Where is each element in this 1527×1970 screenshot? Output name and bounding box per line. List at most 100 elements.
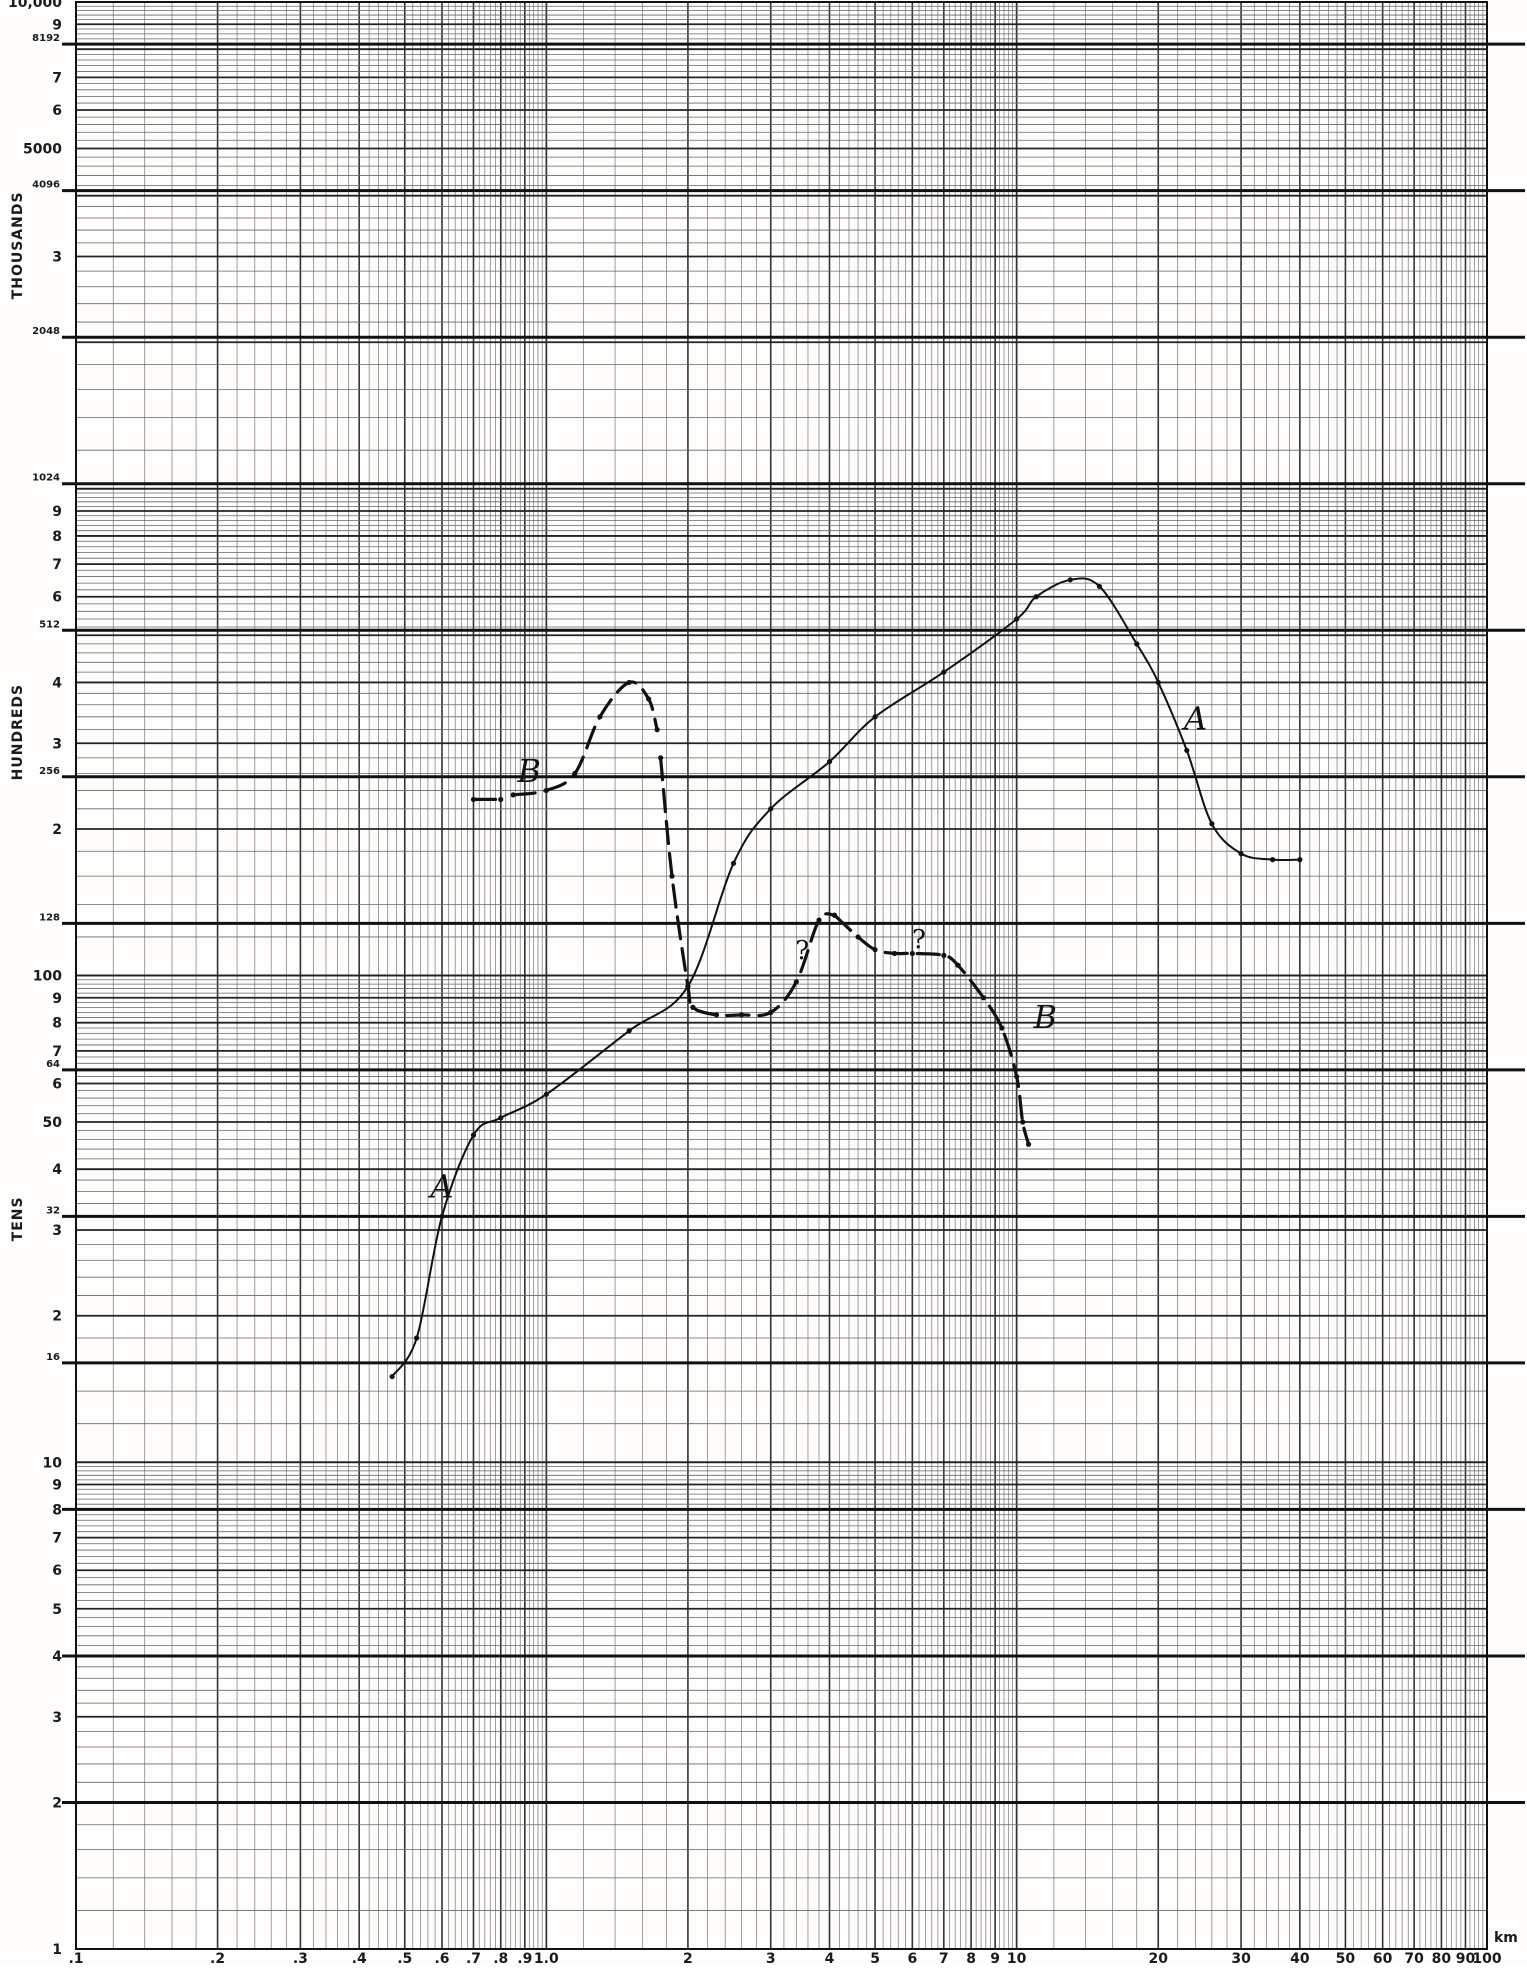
y-band-label: HUNDREDS [10,684,26,780]
series-b-point [941,952,947,958]
series-b-point [955,962,961,968]
x-tick-label: 6 [907,1951,917,1965]
y-tick-label: 4 [52,1162,62,1178]
binary-lines [62,42,1525,1804]
x-tick-label: 30 [1231,1951,1251,1965]
series-a-point [498,1115,504,1121]
x-tick-label: 50 [1336,1951,1356,1965]
series-b-line [659,756,837,1018]
series-b-point [980,995,987,1001]
y-tick-label: 2 [52,1795,62,1811]
series-b-point [543,787,549,794]
series-labels: A A B B?? [427,700,1207,1206]
series-b-point [872,947,878,953]
series-b-point [909,950,915,957]
y-tick-label: 6 [52,103,62,119]
series-b-point [685,983,691,989]
y-tick-label: 7 [52,1531,62,1547]
grid-lines [75,1,1488,1950]
series-a-label: A [1181,700,1207,738]
series-b-point [1014,1073,1020,1080]
x-tick-label: 60 [1373,1951,1393,1965]
x-tick-label: 9 [990,1951,1000,1965]
x-tick-label: 90 [1456,1951,1476,1965]
y-binary-label: 2048 [32,326,60,337]
series-a-point [1184,747,1190,754]
series-b-point [498,796,504,803]
uncertain-marker: ? [795,936,809,966]
y-binary-label: 64 [46,1059,60,1070]
y-tick-label: 4 [52,675,62,691]
x-tick-label: 4 [825,1951,835,1965]
x-tick-label: 70 [1404,1951,1424,1965]
series-a-point [626,1028,632,1034]
series-b-point [713,1012,720,1018]
series-b-point [855,934,861,940]
series-a-point [941,669,947,675]
y-tick-label: 2 [52,1309,62,1325]
x-tick-label: 40 [1290,1951,1310,1965]
series-a-point [872,714,878,720]
y-tick-label: 1 [52,1942,62,1958]
series-a-point [1014,616,1020,622]
y-tick-label: 6 [52,1076,62,1092]
y-tick-label: 8 [52,529,62,545]
series-a-point [1155,679,1161,686]
y-tick-label: 9 [52,991,62,1007]
series-a-point [1134,641,1140,647]
x-tick-label: .2 [210,1951,225,1965]
x-tick-label: .9 [517,1951,532,1965]
series-b-point [597,714,603,720]
series-a-point [826,759,833,765]
y-binary-label: 8192 [32,33,60,44]
series-layer [389,577,1303,1380]
series-a-point [414,1335,420,1341]
y-tick-label: 2 [52,822,62,838]
series-b-point [738,1012,745,1018]
uncertain-marker: ? [912,925,926,955]
x-tick-label: .6 [434,1951,449,1965]
series-a-label: A [427,1167,453,1205]
y-binary-label: 128 [39,912,60,923]
series-b-point [510,792,516,798]
y-tick-label: 3 [52,250,62,266]
y-tick-label: 9 [52,504,62,520]
series-b-point [768,1009,774,1015]
series-b-point [891,950,898,957]
y-tick-labels: 1 2 3 4 5 6 7 8 9 10 2 3 4 50 6 7 8 9 100 2 3 4 6 7 8 9 3 5000 6 7 9 10… [8,0,62,1958]
y-tick-label: 4 [52,1649,62,1665]
y-tick-label: 10,000 [8,0,62,11]
plot-frame [75,1,1488,1950]
x-tick-label: 10 [1007,1951,1027,1965]
series-b-point [669,873,675,879]
series-a-point [1096,583,1103,590]
series-b-point [646,696,652,702]
series-a-point [1067,577,1073,583]
y-tick-label: 9 [52,17,62,33]
x-tick-label: .8 [493,1951,508,1965]
series-a-point [389,1373,395,1380]
series-b-label: B [1032,998,1057,1036]
series-a-point [1033,594,1039,600]
series-b-point [572,770,578,777]
x-tick-label: 3 [766,1951,776,1965]
x-tick-label: 100 [1472,1951,1501,1965]
series-b-point [816,917,822,923]
x-tick-label: .4 [352,1951,367,1965]
y-band-label: TENS [10,1196,26,1241]
x-tick-label: .5 [397,1951,412,1965]
y-tick-label: 7 [52,1044,62,1060]
y-binary-label: 32 [46,1205,60,1216]
y-tick-label: 10 [43,1455,63,1471]
series-b-label: B [517,752,542,790]
x-tick-label: 7 [939,1951,949,1965]
series-a-point [730,860,737,866]
series-a-point [1209,821,1215,827]
y-tick-label: 8 [52,1502,62,1518]
y-tick-label: 6 [52,1563,62,1579]
series-b-point [626,679,632,686]
series-a-point [1269,857,1276,863]
